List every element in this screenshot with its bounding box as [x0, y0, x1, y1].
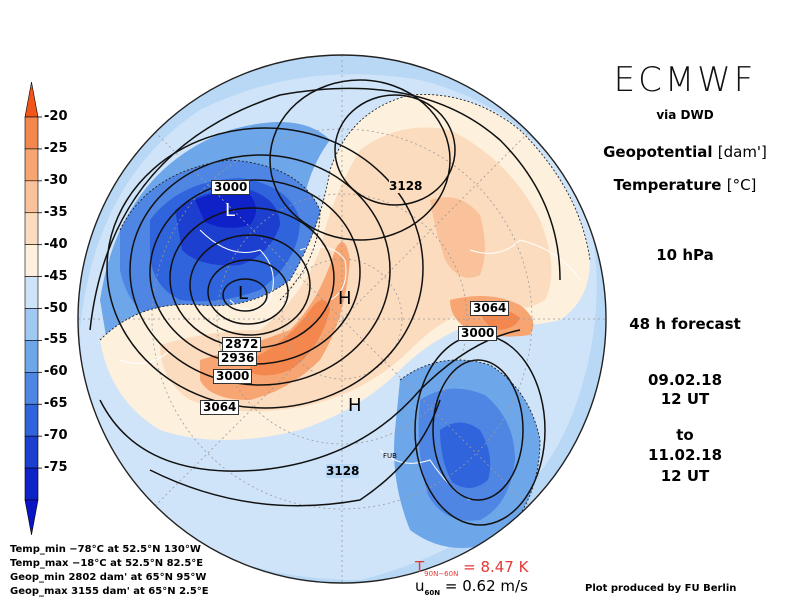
colorbar-segment — [24, 180, 39, 214]
contour-label: 3000 — [458, 326, 498, 341]
field2-label: Temperature — [613, 176, 722, 194]
u-subscript: 60N — [424, 589, 441, 597]
contour-label: 3000 — [211, 180, 251, 195]
map-boundary — [77, 54, 607, 584]
colorbar-label: -30 — [44, 172, 68, 188]
tdiff-value: = 8.47 K — [463, 558, 529, 576]
field1-unit: [dam'] — [717, 143, 767, 161]
temp-max-stat: Temp_max −18°C at 52.5°N 82.5°E — [10, 558, 204, 569]
colorbar-segment — [24, 435, 39, 469]
init-date: 09.02.18 — [647, 371, 723, 389]
colorbar-segment — [24, 403, 39, 437]
temperature-isolines — [99, 94, 591, 541]
u-symbol: u — [415, 577, 425, 595]
contour-label: 2872 — [222, 337, 262, 352]
colorbar-label: -70 — [44, 428, 68, 444]
ecmwf-logo: ECMWF — [613, 60, 757, 100]
pressure-level: 10 hPa — [656, 246, 714, 264]
colorbar-segment — [24, 308, 39, 341]
colorbar-label: -60 — [44, 364, 68, 380]
colorbar-segment — [24, 276, 39, 309]
colorbar-segment — [24, 116, 39, 150]
field2-unit: [°C] — [726, 176, 757, 194]
colorbar-label: -45 — [44, 268, 68, 284]
colorbar-under-arrow — [24, 499, 39, 536]
field2-title: Temperature [°C] — [590, 176, 780, 194]
colorbar-segment — [24, 467, 39, 501]
contour-label: 3064 — [200, 400, 240, 415]
colorbar-label: -50 — [44, 300, 68, 316]
station-label: FUB — [383, 452, 397, 460]
graticule — [78, 55, 606, 583]
tdiff-subscript: 90N−60N — [424, 570, 459, 578]
colorbar-label: -55 — [44, 332, 68, 348]
credit-text: Plot produced by FU Berlin — [585, 583, 737, 594]
low-pressure-label: L — [238, 283, 249, 304]
colorbar — [24, 81, 42, 536]
colorbar-label: -20 — [44, 109, 68, 124]
colorbar-segment — [24, 340, 39, 373]
to-label: to — [676, 426, 694, 444]
valid-time: 12 UT — [660, 467, 710, 485]
colorbar-label: -35 — [44, 204, 68, 220]
high-pressure-label: H — [348, 395, 362, 416]
contour-label: 3128 — [389, 179, 423, 193]
colorbar-label: -40 — [44, 236, 68, 252]
colorbar-segment — [24, 244, 39, 277]
colorbar-label: -75 — [44, 460, 68, 476]
forecast-range: 48 h forecast — [629, 315, 741, 333]
temp-min-stat: Temp_min −78°C at 52.5°N 130°W — [10, 544, 201, 555]
colorbar-segment — [24, 148, 39, 182]
tdiff-symbol: T — [415, 558, 425, 576]
colorbar-over-arrow — [24, 81, 39, 118]
contour-label: 2936 — [218, 351, 258, 366]
colorbar-segment — [24, 212, 39, 245]
colorbar-segment — [24, 372, 39, 405]
contour-label: 3000 — [213, 369, 253, 384]
colorbar-label: -65 — [44, 396, 68, 412]
low-pressure-label: L — [225, 200, 236, 221]
contour-label: 3128 — [326, 464, 360, 478]
high-pressure-label: H — [338, 288, 352, 309]
geop-min-stat: Geop_min 2802 dam' at 65°N 95°W — [10, 572, 207, 583]
zonal-wind: u60N = 0.62 m/s — [415, 577, 528, 597]
temperature-difference: T90N−60N = 8.47 K — [415, 558, 528, 578]
u-value: = 0.62 m/s — [444, 577, 528, 595]
init-time: 12 UT — [660, 390, 710, 408]
geop-max-stat: Geop_max 3155 dam' at 65°N 2.5°E — [10, 586, 209, 597]
field1-title: Geopotential [dam'] — [590, 143, 780, 161]
source-label: via DWD — [656, 108, 714, 122]
valid-date: 11.02.18 — [647, 446, 723, 464]
colorbar-label: -25 — [44, 140, 68, 156]
field1-label: Geopotential — [603, 143, 713, 161]
contour-label: 3064 — [470, 301, 510, 316]
